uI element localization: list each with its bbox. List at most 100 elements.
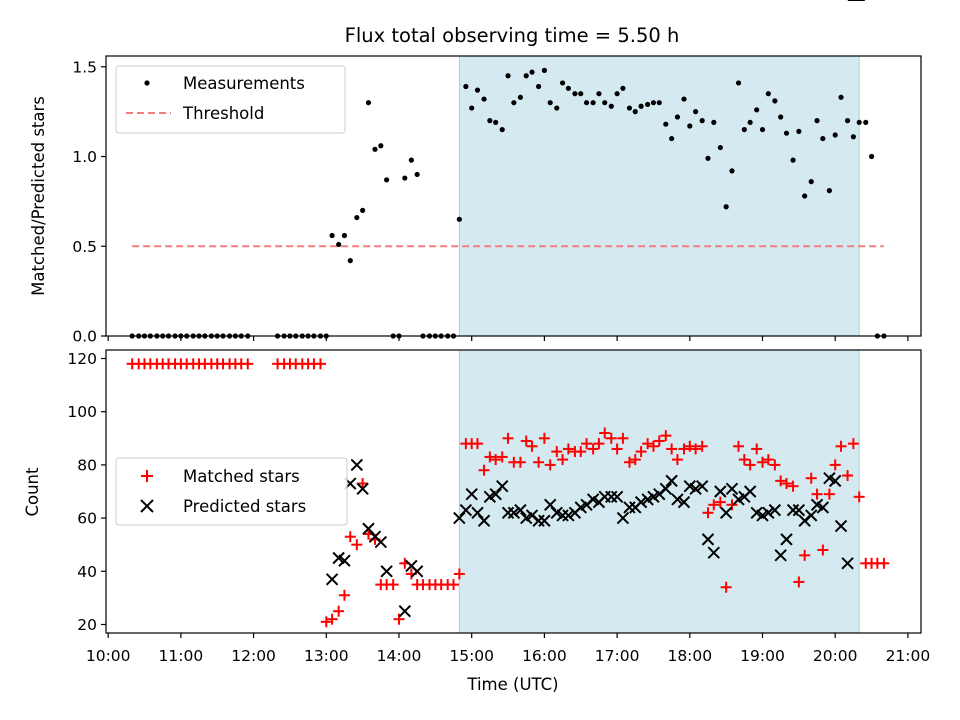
matched-star-point bbox=[726, 499, 738, 511]
measurement-point bbox=[408, 157, 414, 163]
predicted-star-point bbox=[616, 511, 630, 525]
measurements-points bbox=[129, 67, 887, 339]
count-x-tick-label: 18:00 bbox=[667, 647, 712, 665]
matched-star-point bbox=[514, 456, 526, 468]
matched-star-point bbox=[526, 440, 538, 452]
count-x-tick-label: 16:00 bbox=[522, 647, 567, 665]
measurement-point bbox=[705, 155, 711, 161]
count-x-tick-label: 11:00 bbox=[159, 647, 204, 665]
ratio-y-ticks: 0.0 0.5 1.0 1.5 bbox=[72, 58, 106, 346]
count-x-tick-label: 10:00 bbox=[86, 647, 131, 665]
measurement-point bbox=[838, 94, 844, 100]
matched-star-point bbox=[878, 557, 890, 569]
predicted-star-point bbox=[380, 565, 393, 578]
predicted-star-point bbox=[805, 509, 818, 522]
measurement-point bbox=[669, 135, 675, 142]
measurement-point bbox=[614, 91, 620, 97]
predicted-star-point bbox=[714, 485, 727, 498]
matched-star-point bbox=[780, 478, 792, 490]
measurement-point bbox=[336, 241, 342, 248]
measurement-point bbox=[717, 144, 723, 151]
matched-stars-points bbox=[126, 358, 890, 628]
measurement-point bbox=[620, 85, 626, 91]
matched-star-point bbox=[629, 454, 641, 466]
threshold-legend-label: Threshold bbox=[182, 104, 264, 123]
predicted-star-point bbox=[496, 479, 509, 493]
predicted-star-point bbox=[671, 493, 684, 506]
matched-star-point bbox=[314, 358, 326, 370]
matched-star-point bbox=[551, 446, 563, 458]
measurement-point bbox=[517, 94, 524, 100]
matched-star-point bbox=[575, 446, 587, 458]
measurements-legend-marker bbox=[144, 80, 150, 86]
measurements-legend-label: Measurements bbox=[183, 74, 305, 93]
matched-star-point bbox=[562, 443, 574, 455]
predicted-star-point bbox=[719, 506, 733, 519]
matched-star-point bbox=[853, 491, 865, 503]
predicted-star-point bbox=[556, 509, 569, 522]
predicted-star-point bbox=[677, 495, 691, 509]
matched-star-point bbox=[817, 544, 829, 556]
matched-star-point bbox=[533, 456, 545, 468]
matched-star-point bbox=[671, 454, 683, 466]
measurement-point bbox=[681, 96, 687, 102]
predicted-legend-label: Predicted stars bbox=[183, 497, 306, 516]
matched-star-point bbox=[490, 454, 502, 466]
matched-star-point bbox=[320, 616, 332, 628]
measurement-point bbox=[535, 83, 542, 90]
matched-star-point bbox=[653, 435, 665, 447]
x-axis-label: Time (UTC) bbox=[466, 675, 558, 694]
measurement-point bbox=[499, 126, 505, 133]
measurement-point bbox=[765, 91, 771, 97]
matched-star-point bbox=[678, 443, 690, 455]
count-legend: Matched stars Predicted stars bbox=[115, 457, 348, 526]
matched-star-point bbox=[453, 568, 465, 580]
measurement-point bbox=[341, 232, 348, 239]
count-x-ticks: 10:00 11:00 12:00 13:00 14:00 15:00 16:00 17:00… bbox=[86, 633, 930, 665]
measurement-point bbox=[523, 73, 529, 79]
matched-star-point bbox=[635, 446, 647, 458]
matched-star-point bbox=[842, 470, 854, 482]
measurement-point bbox=[541, 67, 547, 73]
matched-star-point bbox=[611, 443, 623, 455]
measurement-point bbox=[729, 168, 735, 174]
matched-star-point bbox=[708, 499, 720, 511]
matched-star-point bbox=[714, 496, 726, 508]
matched-star-point bbox=[344, 531, 356, 543]
matched-star-point bbox=[720, 581, 732, 593]
matched-star-point bbox=[799, 549, 811, 561]
measurement-point bbox=[747, 119, 753, 126]
measurement-point bbox=[511, 100, 517, 106]
count-axes: 10:00 11:00 12:00 13:00 14:00 15:00 16:00 17:00… bbox=[23, 0, 930, 694]
measurement-point bbox=[741, 126, 747, 133]
matched-star-point bbox=[733, 440, 745, 452]
ratio-legend-box bbox=[115, 65, 346, 134]
count-y-axis-label: Count bbox=[23, 467, 42, 517]
measurement-point bbox=[463, 83, 469, 90]
predicted-star-point bbox=[350, 458, 364, 472]
predicted-star-point bbox=[634, 495, 648, 509]
measurement-point bbox=[559, 80, 566, 86]
matched-star-point bbox=[793, 576, 805, 588]
matched-star-point bbox=[557, 454, 569, 466]
matched-star-point bbox=[472, 438, 484, 450]
measurement-point bbox=[790, 157, 796, 163]
ratio-x-ticks bbox=[107, 336, 909, 341]
measurement-point bbox=[783, 130, 790, 136]
matched-star-point bbox=[787, 480, 799, 492]
count-legend-box bbox=[115, 457, 348, 526]
matched-star-point bbox=[387, 579, 399, 591]
matched-star-point bbox=[357, 478, 369, 490]
matched-star-point bbox=[587, 443, 599, 455]
matched-star-point bbox=[642, 438, 654, 450]
predicted-star-point bbox=[605, 490, 618, 504]
count-x-tick-label: 21:00 bbox=[886, 647, 931, 665]
predicted-star-point bbox=[538, 514, 551, 527]
count-y-tick-label: 80 bbox=[77, 456, 97, 474]
measurement-point bbox=[529, 69, 535, 75]
matched-star-point bbox=[581, 438, 593, 450]
measurement-point bbox=[572, 91, 578, 97]
count-y-tick-label: 20 bbox=[77, 616, 97, 634]
predicted-star-point bbox=[453, 511, 466, 525]
